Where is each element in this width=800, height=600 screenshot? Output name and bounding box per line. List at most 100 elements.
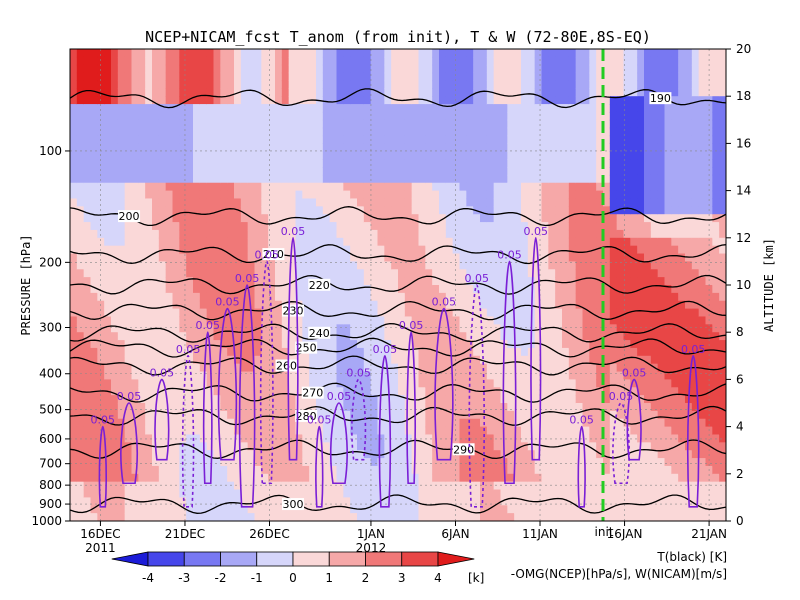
heat-cell (172, 56, 180, 66)
heat-cell (534, 182, 543, 192)
heat-cell (432, 64, 440, 74)
heat-cell (623, 403, 631, 412)
heat-cell (193, 505, 201, 514)
heat-cell (281, 442, 290, 451)
heat-cell (288, 450, 297, 459)
heat-cell (527, 127, 536, 137)
heat-cell (97, 151, 105, 160)
heat-cell (616, 308, 625, 318)
heat-cell (302, 167, 310, 176)
heat-cell (165, 292, 174, 302)
heat-cell (316, 379, 324, 388)
heat-cell (370, 64, 379, 74)
heat-cell (493, 127, 502, 137)
heat-cell (568, 340, 577, 349)
heat-cell (104, 104, 112, 113)
heat-cell (459, 222, 467, 231)
heat-cell (275, 96, 283, 105)
heat-cell (165, 489, 174, 498)
heat-cell (425, 292, 433, 302)
heat-cell (411, 481, 420, 491)
heat-cell (398, 198, 406, 207)
heat-cell (596, 465, 604, 475)
heat-cell (158, 222, 167, 231)
heat-cell (432, 277, 440, 286)
heat-cell (363, 481, 372, 491)
heat-cell (603, 269, 611, 278)
heat-cell (111, 127, 119, 137)
heat-cell (555, 489, 563, 498)
heat-cell (616, 151, 625, 160)
heat-cell (363, 418, 372, 428)
heat-cell (555, 49, 563, 58)
heat-cell (596, 190, 604, 200)
heat-cell (158, 363, 167, 373)
heat-cell (514, 214, 522, 223)
heat-cell (90, 497, 98, 506)
heat-cell (172, 198, 180, 207)
heat-cell (261, 465, 269, 475)
heat-cell (623, 167, 631, 176)
heat-cell (322, 159, 331, 168)
heat-cell (281, 253, 290, 262)
heat-cell (268, 88, 276, 97)
heat-cell (124, 347, 133, 357)
heat-cell (480, 49, 488, 58)
heat-cell (152, 473, 160, 483)
heat-cell (555, 505, 563, 514)
heat-cell (439, 127, 447, 137)
heat-cell (623, 229, 631, 239)
heat-cell (199, 104, 208, 113)
heat-cell (288, 465, 297, 475)
heat-cell (213, 395, 221, 404)
heat-cell (254, 159, 262, 168)
heat-cell (418, 206, 426, 215)
heat-cell (152, 292, 160, 302)
heat-cell (213, 387, 221, 396)
heat-cell (97, 316, 105, 325)
heat-cell (432, 222, 440, 231)
heat-cell (145, 308, 153, 318)
heat-cell (302, 237, 310, 247)
heat-cell (527, 72, 536, 82)
heat-cell (309, 88, 317, 97)
heat-cell (104, 237, 112, 247)
heat-cell (111, 56, 119, 66)
heat-cell (152, 198, 160, 207)
heat-cell (527, 64, 536, 74)
heat-cell (623, 96, 631, 105)
heat-cell (480, 56, 488, 66)
heat-cell (316, 222, 324, 231)
heat-cell (76, 198, 85, 207)
heat-cell (295, 237, 303, 247)
heat-cell (70, 340, 78, 349)
heat-cell (152, 72, 160, 82)
heat-cell (322, 182, 331, 192)
heat-cell (117, 371, 126, 380)
heat-cell (623, 379, 631, 388)
heat-cell (623, 324, 631, 333)
heat-cell (186, 379, 194, 388)
heat-cell (473, 505, 481, 514)
heat-cell (138, 505, 146, 514)
heat-cell (343, 387, 351, 396)
heat-cell (398, 403, 406, 412)
heat-cell (514, 426, 522, 436)
heat-cell (186, 316, 194, 325)
heat-cell (227, 80, 235, 89)
heat-cell (240, 56, 249, 66)
heat-cell (377, 64, 385, 74)
heat-cell (268, 229, 276, 239)
heat-cell (521, 80, 529, 89)
heat-cell (193, 285, 201, 294)
heat-cell (439, 206, 447, 215)
heat-cell (227, 442, 235, 451)
heat-cell (486, 371, 495, 380)
heat-cell (90, 292, 98, 302)
heat-cell (213, 426, 221, 436)
heat-cell (220, 473, 228, 483)
heat-cell (343, 88, 351, 97)
heat-cell (500, 206, 508, 215)
heat-cell (596, 214, 604, 223)
heat-cell (83, 151, 92, 160)
